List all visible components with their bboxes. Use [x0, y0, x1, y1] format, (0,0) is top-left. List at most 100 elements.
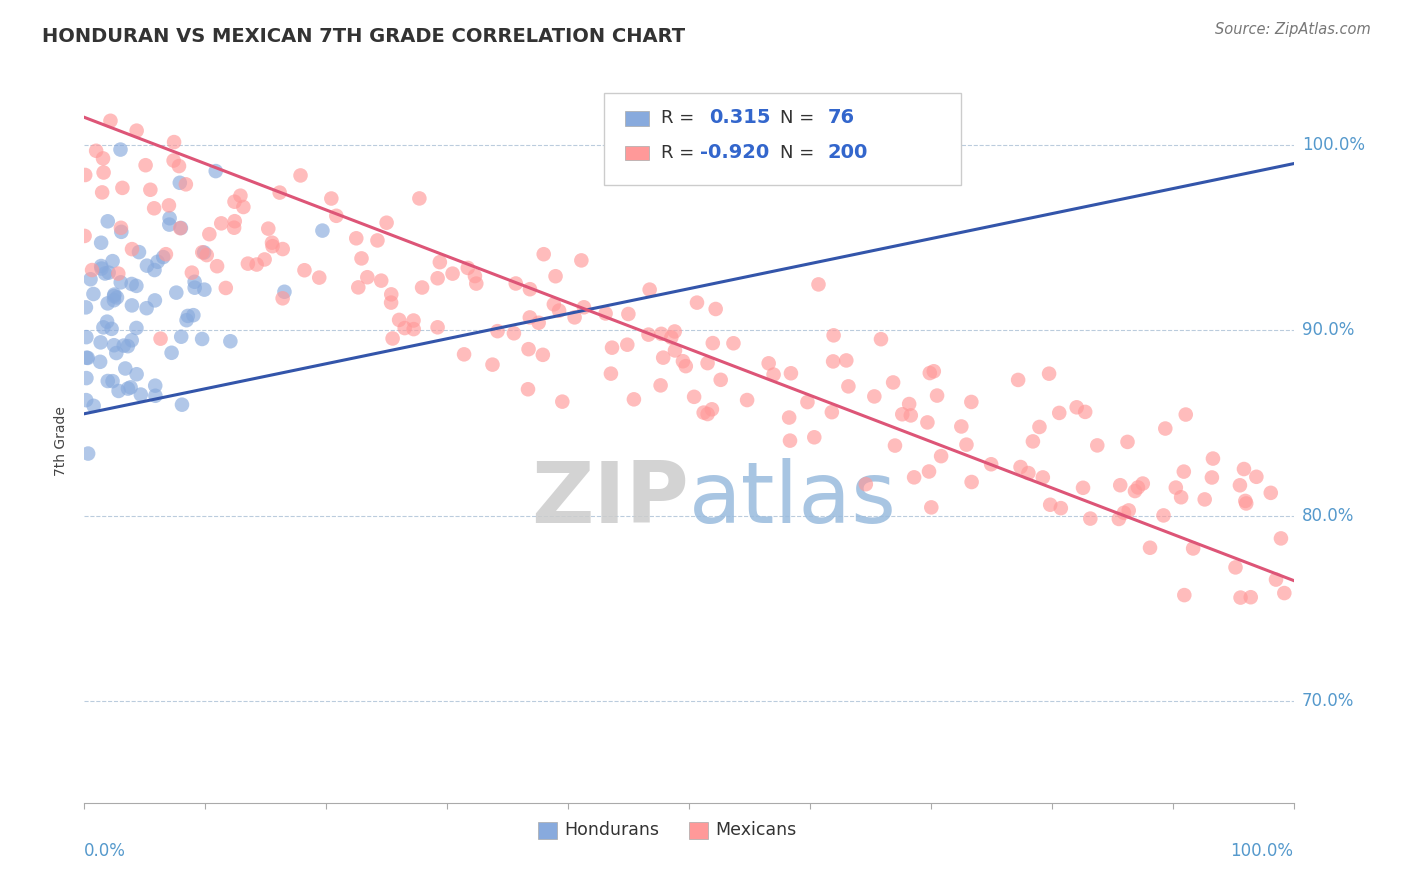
- Point: [762, 368, 785, 382]
- Point: [257, 221, 280, 235]
- Point: [110, 225, 132, 239]
- Point: [110, 220, 132, 235]
- Point: [294, 263, 316, 277]
- Point: [1010, 460, 1032, 475]
- Point: [110, 276, 132, 290]
- Point: [89, 355, 111, 369]
- Point: [100, 113, 122, 128]
- Point: [1153, 508, 1175, 523]
- Point: [465, 277, 488, 291]
- Point: [650, 326, 672, 341]
- Point: [183, 281, 205, 295]
- Point: [170, 398, 193, 412]
- Point: [1233, 462, 1256, 476]
- Point: [90, 261, 112, 276]
- Point: [929, 449, 952, 463]
- Point: [486, 324, 509, 338]
- Point: [97, 374, 120, 388]
- Text: 200: 200: [828, 143, 869, 162]
- Point: [807, 277, 830, 292]
- Point: [664, 325, 686, 339]
- Point: [75, 393, 97, 408]
- Point: [347, 280, 370, 294]
- Point: [1109, 478, 1132, 492]
- Point: [163, 135, 186, 149]
- Text: ZIP: ZIP: [531, 458, 689, 541]
- Text: 0.315: 0.315: [710, 108, 770, 128]
- FancyBboxPatch shape: [605, 93, 962, 185]
- Text: Source: ZipAtlas.com: Source: ZipAtlas.com: [1215, 22, 1371, 37]
- Point: [623, 392, 645, 407]
- Point: [246, 258, 269, 272]
- Point: [174, 178, 197, 192]
- Text: R =: R =: [661, 109, 700, 127]
- Text: 100.0%: 100.0%: [1230, 842, 1294, 860]
- Point: [920, 500, 942, 515]
- Point: [700, 402, 723, 417]
- Point: [143, 263, 166, 277]
- Point: [723, 336, 745, 351]
- Point: [1085, 438, 1108, 452]
- Point: [253, 252, 276, 267]
- Point: [1139, 541, 1161, 555]
- Point: [863, 389, 886, 403]
- Point: [1118, 503, 1140, 517]
- Point: [169, 221, 191, 235]
- Point: [710, 373, 733, 387]
- Point: [380, 287, 402, 301]
- Point: [84, 144, 107, 158]
- Text: R =: R =: [661, 144, 700, 161]
- Point: [157, 198, 180, 212]
- Point: [388, 313, 411, 327]
- Point: [898, 397, 921, 411]
- Point: [79, 272, 101, 286]
- Point: [77, 446, 100, 460]
- Point: [1032, 470, 1054, 484]
- Point: [105, 291, 128, 305]
- Point: [183, 275, 205, 289]
- Text: 100.0%: 100.0%: [1302, 136, 1365, 154]
- Point: [503, 326, 526, 341]
- Point: [90, 235, 112, 250]
- Point: [117, 382, 139, 396]
- Point: [821, 405, 844, 419]
- Point: [75, 330, 97, 344]
- Point: [121, 242, 143, 256]
- Point: [170, 221, 193, 235]
- Point: [918, 465, 941, 479]
- Point: [917, 416, 939, 430]
- Point: [107, 384, 129, 398]
- Point: [780, 366, 803, 380]
- Point: [155, 247, 177, 261]
- Point: [193, 283, 215, 297]
- Point: [1173, 465, 1195, 479]
- Point: [120, 380, 142, 394]
- Point: [1071, 481, 1094, 495]
- Point: [125, 368, 148, 382]
- Point: [165, 285, 187, 300]
- Point: [481, 358, 503, 372]
- Point: [121, 333, 143, 347]
- Point: [135, 301, 157, 315]
- Text: HONDURAN VS MEXICAN 7TH GRADE CORRELATION CHART: HONDURAN VS MEXICAN 7TH GRADE CORRELATIO…: [42, 27, 685, 45]
- Point: [564, 310, 586, 325]
- Point: [796, 395, 818, 409]
- Point: [224, 194, 246, 209]
- Point: [91, 186, 114, 200]
- Point: [955, 437, 977, 451]
- Point: [1234, 494, 1257, 508]
- Point: [600, 341, 623, 355]
- Point: [159, 211, 181, 226]
- Point: [117, 339, 139, 353]
- Point: [543, 297, 565, 311]
- Point: [696, 407, 718, 421]
- Point: [1007, 373, 1029, 387]
- Point: [107, 267, 129, 281]
- Point: [572, 300, 595, 314]
- Point: [75, 168, 97, 182]
- Point: [103, 289, 125, 303]
- Point: [1225, 560, 1247, 574]
- Point: [80, 263, 103, 277]
- Point: [97, 266, 120, 280]
- Point: [157, 218, 180, 232]
